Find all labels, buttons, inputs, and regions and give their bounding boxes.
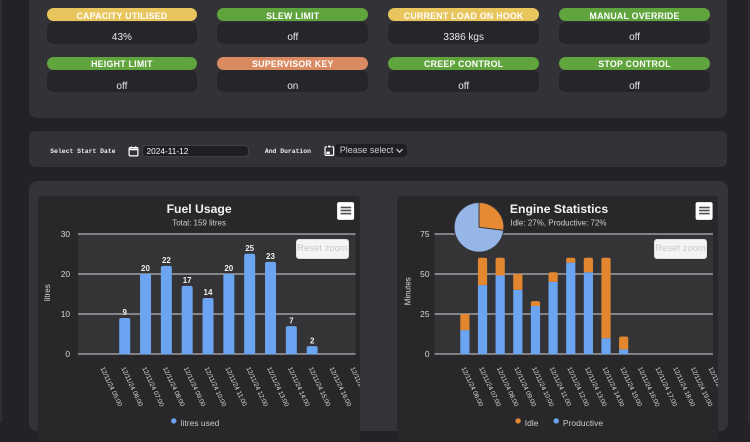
svg-text:Productive: Productive (563, 418, 603, 428)
svg-text:7: 7 (289, 317, 294, 326)
svg-text:75: 75 (420, 229, 430, 239)
svg-text:litres used: litres used (180, 418, 219, 428)
svg-text:20: 20 (224, 264, 233, 273)
svg-text:17: 17 (183, 276, 192, 285)
svg-text:10: 10 (61, 309, 71, 319)
svg-text:30: 30 (61, 229, 71, 239)
svg-text:20: 20 (141, 264, 150, 273)
svg-text:Fuel Usage: Fuel Usage (166, 202, 231, 216)
svg-text:12/11/24 14:00: 12/11/24 14:00 (286, 366, 311, 408)
svg-text:25: 25 (420, 309, 430, 319)
svg-text:12/11/24 12:00: 12/11/24 12:00 (244, 366, 269, 408)
svg-text:9: 9 (122, 308, 127, 317)
svg-text:12/11/24 06:00: 12/11/24 06:00 (119, 366, 144, 408)
svg-text:20: 20 (61, 269, 71, 279)
svg-text:Total: 159 litres: Total: 159 litres (172, 219, 226, 228)
svg-text:Idle: 27%, Productive: 72%: Idle: 27%, Productive: 72% (510, 219, 606, 228)
svg-text:25: 25 (245, 244, 254, 253)
svg-text:14: 14 (203, 288, 212, 297)
svg-text:Idle: Idle (525, 418, 539, 428)
svg-text:12/11/24 13:00: 12/11/24 13:00 (265, 366, 290, 408)
svg-text:12/11/24 05:00: 12/11/24 05:00 (98, 366, 123, 408)
svg-text:2: 2 (310, 337, 315, 346)
svg-text:50: 50 (420, 269, 430, 279)
svg-text:12/11/24 10:00: 12/11/24 10:00 (203, 366, 228, 408)
svg-text:12/11/24 15:00: 12/11/24 15:00 (307, 366, 332, 408)
svg-text:Engine Statistics: Engine Statistics (510, 202, 608, 216)
svg-text:12/11/24 16:00: 12/11/24 16:00 (328, 366, 353, 408)
svg-text:0: 0 (65, 349, 70, 359)
svg-text:23: 23 (266, 252, 275, 261)
svg-text:Minutes: Minutes (403, 277, 412, 305)
svg-text:litres: litres (43, 285, 52, 302)
svg-text:12/11/24 09:00: 12/11/24 09:00 (182, 366, 207, 408)
svg-text:12/11/24 11:00: 12/11/24 11:00 (223, 366, 247, 408)
svg-text:12/11/24 08:00: 12/11/24 08:00 (161, 366, 186, 408)
svg-text:22: 22 (162, 256, 171, 265)
svg-text:12/11/24 07:00: 12/11/24 07:00 (140, 366, 165, 408)
svg-text:0: 0 (425, 349, 430, 359)
